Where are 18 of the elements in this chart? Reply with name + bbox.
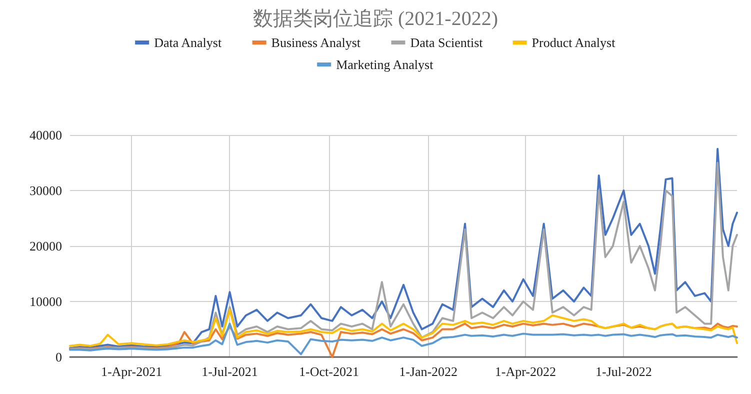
legend-label: Marketing Analyst: [336, 57, 434, 72]
x-tick-label: 1-Apr-2021: [100, 364, 162, 379]
legend-label: Data Analyst: [154, 35, 222, 50]
x-tick-label: 1-Jul-2022: [596, 364, 652, 379]
line-series: [69, 308, 738, 347]
x-tick-label: 1-Apr-2022: [494, 364, 556, 379]
x-tick-label: 1-Oct-2021: [299, 364, 359, 379]
y-tick-label: 40000: [30, 128, 62, 142]
y-tick-label: 30000: [30, 183, 62, 198]
legend-label: Data Scientist: [410, 35, 484, 50]
x-tick-label: 1-Jan-2022: [399, 364, 458, 379]
legend-label: Product Analyst: [532, 35, 616, 50]
y-tick-label: 20000: [30, 238, 62, 254]
y-tick-label: 0: [56, 350, 62, 364]
chart-title: 数据类岗位追踪 (2021-2022): [253, 8, 498, 30]
x-tick-label: 1-Jul-2021: [202, 364, 258, 379]
y-tick-label: 10000: [30, 294, 62, 309]
legend-label: Business Analyst: [271, 35, 361, 50]
